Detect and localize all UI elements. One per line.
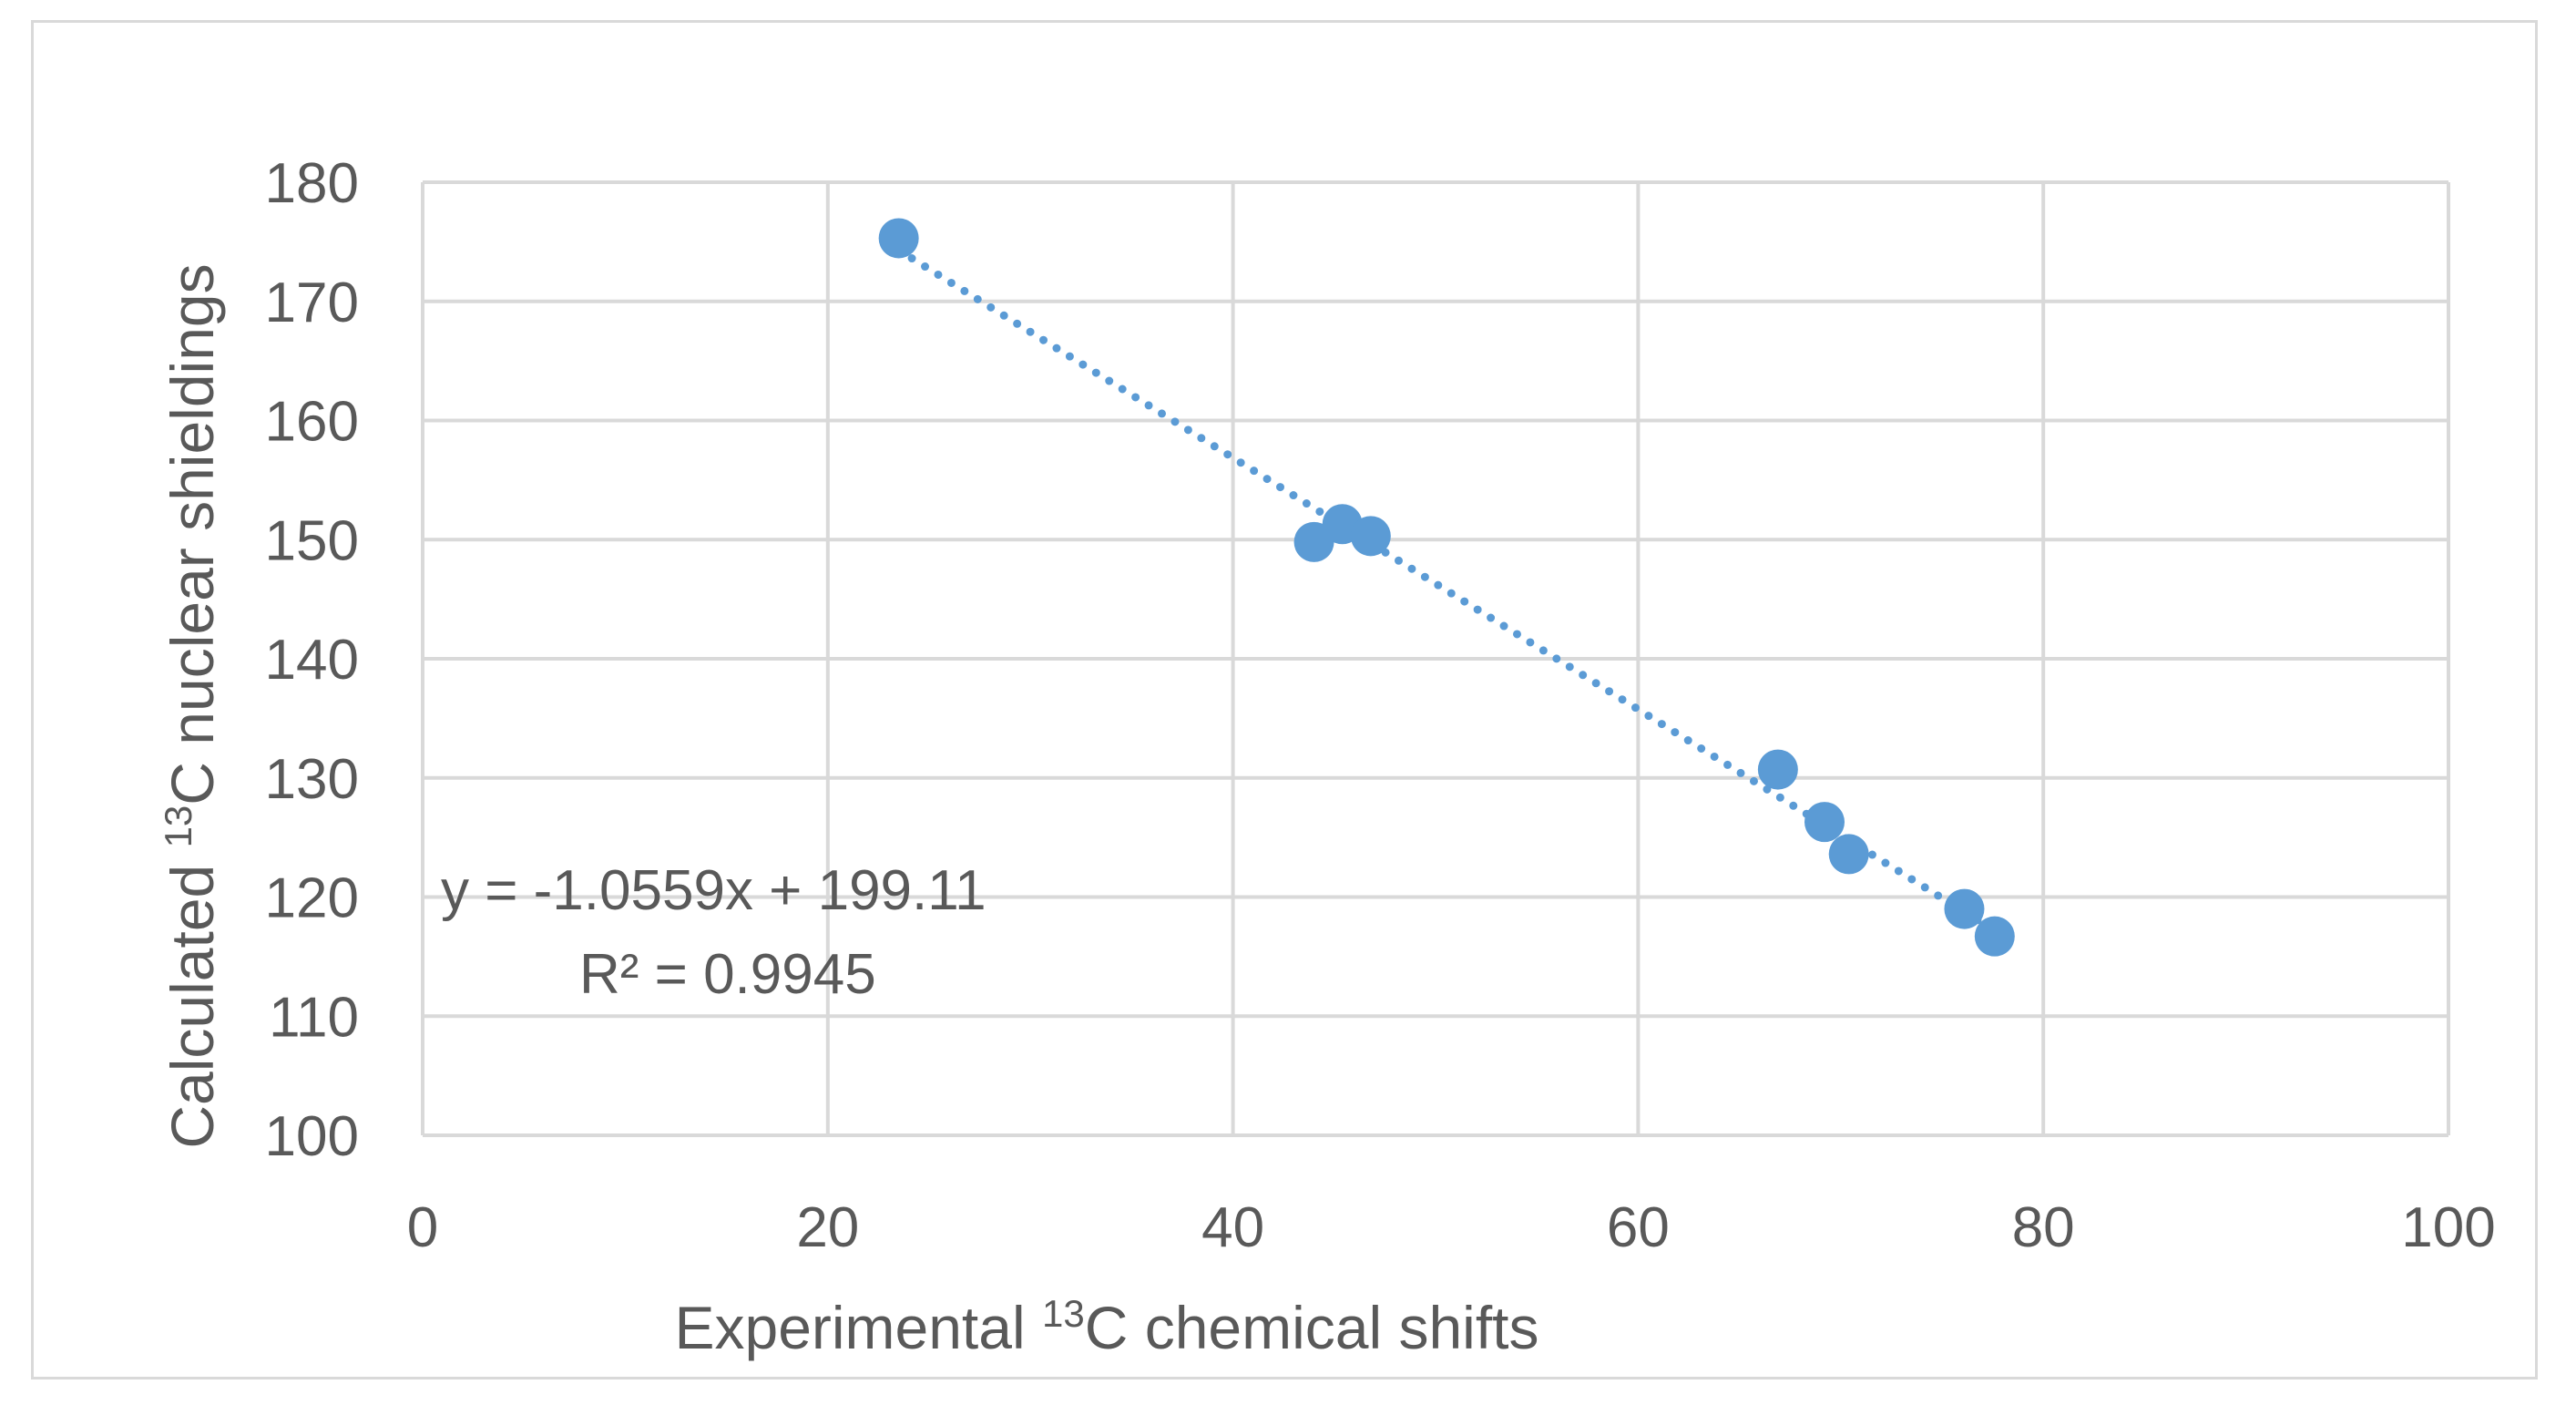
x-tick-label: 60: [1607, 1196, 1670, 1259]
data-point: [1944, 888, 1985, 929]
gridlines: [421, 180, 2450, 1137]
x-tick-label: 80: [2012, 1196, 2075, 1259]
data-point: [878, 218, 919, 259]
y-tick-label: 160: [265, 391, 359, 454]
chart-frame: [31, 20, 2538, 1379]
trendline-group: [894, 246, 1999, 935]
y-tick-labels: 100 110 120 130 140 150 160 170 180: [265, 152, 359, 1168]
x-tick-labels: 0 20 40 60 80 100: [407, 1196, 2496, 1259]
data-point: [1350, 516, 1391, 557]
data-point: [1974, 916, 2015, 957]
y-tick-label: 140: [265, 629, 359, 692]
trendline: [894, 246, 1999, 935]
y-tick-label: 150: [265, 509, 359, 572]
y-tick-label: 100: [265, 1105, 359, 1168]
y-tick-label: 170: [265, 272, 359, 334]
data-points: [878, 218, 2015, 957]
y-tick-label: 180: [265, 152, 359, 215]
x-tick-label: 100: [2401, 1196, 2495, 1259]
data-point: [1804, 802, 1845, 843]
y-tick-label: 110: [269, 986, 359, 1049]
data-point: [1828, 834, 1869, 875]
trendline-r-squared: R² = 0.9945: [579, 943, 876, 1006]
x-tick-label: 20: [796, 1196, 859, 1259]
y-tick-label: 130: [265, 748, 359, 811]
y-tick-label: 120: [265, 867, 359, 930]
trendline-equation: y = -1.0559x + 199.11: [441, 859, 986, 922]
x-tick-label: 40: [1201, 1196, 1264, 1259]
x-tick-label: 0: [407, 1196, 438, 1259]
y-axis-title: Calculated 13C nuclear shieldings: [157, 263, 226, 1148]
x-axis-title: Experimental 13C chemical shifts: [674, 1292, 1538, 1361]
data-point: [1757, 749, 1798, 790]
